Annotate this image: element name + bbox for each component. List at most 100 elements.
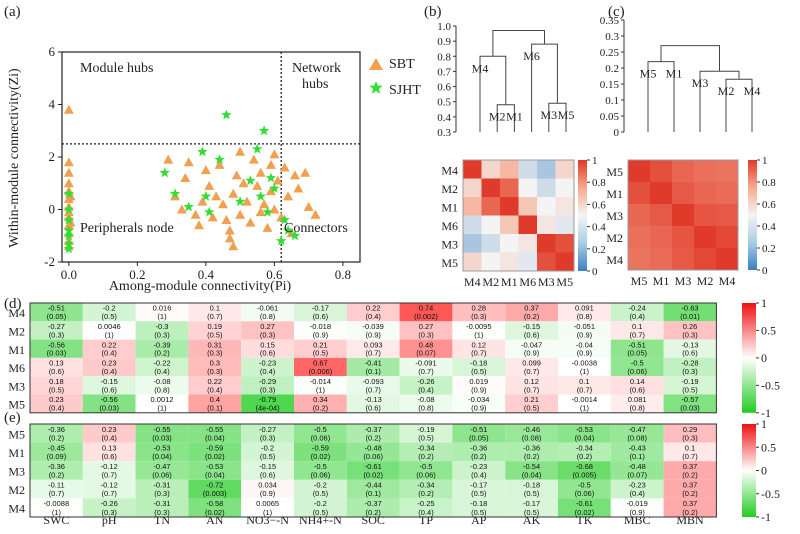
dendrogram-y-tick-label: 0.3: [605, 31, 619, 43]
heatmap-cell: [346, 479, 400, 499]
cell-r-value: -0.5: [314, 462, 327, 471]
cell-r-value: -0.047: [521, 340, 542, 349]
heatmap-cell: [505, 498, 558, 517]
data-point-sjht: [282, 225, 294, 235]
cell-p-value: (0.02): [205, 508, 225, 517]
cell-r-value: 0.23: [102, 425, 117, 434]
cell-p-value: (0.2): [49, 471, 65, 480]
panel-label-e: (e): [4, 410, 21, 426]
dendrogram-leaf-label: M5: [640, 67, 657, 81]
dendrogram-y-tick-label: 0.1: [605, 95, 619, 107]
heatmap-cell: [558, 424, 611, 443]
cell-r-value: -0.27: [48, 322, 65, 331]
colorbar: [748, 160, 757, 270]
heatmap-cell: [716, 182, 738, 204]
cell-p-value: (0.7): [682, 452, 698, 461]
region-label-module-hubs: Module hubs: [80, 61, 154, 76]
cell-r-value: 0.1: [210, 304, 220, 313]
heatmap-row-label: M4: [8, 306, 25, 320]
heatmap-cell: [188, 461, 242, 480]
heatmap-cell: [610, 394, 664, 413]
heatmap-cell: [30, 357, 83, 377]
cell-r-value: 0.099: [522, 359, 541, 368]
heatmap-col-label: M4: [464, 275, 481, 289]
heatmap-cell: [135, 424, 189, 443]
heatmap-cell: [663, 357, 717, 377]
cell-p-value: (0.4): [418, 508, 434, 517]
heatmap-cell: [537, 234, 556, 253]
data-point-sbt: [214, 159, 225, 169]
cell-p-value: (0.4): [629, 489, 645, 498]
cell-p-value: (0.002): [414, 312, 438, 321]
heatmap-row-label: M6: [441, 219, 458, 233]
legend-label-sbt: SBT: [389, 57, 415, 72]
data-point-sbt: [238, 178, 249, 188]
heatmap-cell: [663, 498, 717, 517]
cell-p-value: (0.7): [365, 349, 381, 358]
heatmap-cell: [610, 461, 664, 480]
heatmap-cell: [555, 234, 574, 253]
cell-r-value: 0.74: [419, 304, 434, 313]
heatmap-col-label: M4: [719, 274, 736, 288]
data-point-sbt: [272, 175, 283, 185]
heatmap-cell: [628, 248, 650, 270]
cell-p-value: (0.03): [152, 433, 172, 442]
heatmap-cell: [294, 461, 347, 480]
dendrogram-leaf-label: M2: [489, 110, 506, 124]
cell-p-value: (0.5): [524, 489, 540, 498]
cell-p-value: (0.3): [154, 330, 170, 339]
data-point-sbt: [241, 196, 252, 206]
cell-p-value: (0.03): [47, 349, 67, 358]
cell-p-value: (0.09): [47, 452, 67, 461]
cell-r-value: -0.36: [470, 443, 487, 452]
data-point-sjht: [245, 175, 256, 186]
heatmap-cell: [481, 252, 500, 271]
y-axis-label: Within-module connectivity(Zi): [7, 68, 22, 248]
cell-r-value: -0.0014: [572, 395, 597, 404]
heatmap-cell: [537, 252, 556, 271]
heatmap-cell: [30, 479, 83, 499]
heatmap-cell: [505, 442, 558, 462]
heatmap-cell: [399, 339, 453, 358]
heatmap-cell: [399, 498, 453, 517]
heatmap-cell: [555, 197, 574, 216]
heatmap-cell: [188, 394, 242, 413]
heatmap-cell: [241, 376, 294, 395]
cell-r-value: -0.12: [101, 481, 118, 490]
x-tick-label: 0.8: [335, 267, 351, 282]
cell-r-value: -0.59: [206, 443, 223, 452]
heatmap-cell: [663, 303, 717, 322]
heatmap-cell: [555, 252, 574, 271]
heatmap-cell: [672, 182, 694, 204]
x-tick-label: 0.6: [266, 267, 283, 282]
heatmap-row-label: M5: [8, 398, 25, 412]
heatmap-cell: [82, 479, 136, 499]
colorbar-tick-label: 0.5: [761, 440, 776, 454]
heatmap-cell: [610, 303, 664, 322]
cell-r-value: -0.13: [681, 340, 698, 349]
heatmap-row-label: M5: [8, 427, 25, 441]
cell-p-value: (0.05): [627, 349, 647, 358]
heatmap-cell: [537, 215, 556, 234]
heatmap-col-label: M5: [556, 275, 573, 289]
heatmap-cell: [463, 178, 482, 197]
cell-p-value: (0.2): [313, 404, 329, 413]
cell-r-value: -0.34: [576, 443, 593, 452]
region-label-network-hubs: Network: [292, 61, 341, 76]
heatmap-cell: [610, 442, 664, 462]
heatmap-cell: [610, 321, 664, 340]
cell-r-value: -0.26: [101, 499, 118, 508]
cell-p-value: (0.1): [207, 404, 223, 413]
data-point-sbt: [221, 215, 232, 224]
dendrogram-y-tick-label: 0.7: [437, 66, 451, 78]
heatmap-row-label: M5: [441, 256, 458, 270]
cell-r-value: -0.61: [576, 499, 593, 508]
cell-p-value: (0.9): [365, 330, 381, 339]
heatmap-cell: [30, 424, 83, 443]
cell-r-value: -0.014: [310, 377, 331, 386]
column-label: TP: [419, 513, 433, 527]
data-point-sbt: [235, 209, 246, 219]
dendrogram-y-tick-label: 0.8: [437, 51, 451, 63]
cell-p-value: (0.6): [260, 471, 276, 480]
heatmap-cell: [500, 252, 519, 271]
